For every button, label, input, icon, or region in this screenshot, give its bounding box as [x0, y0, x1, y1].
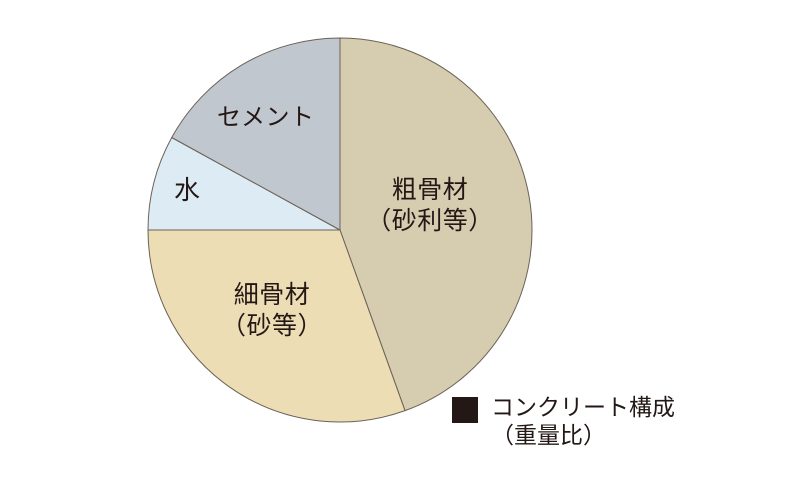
pie-slice-3 — [171, 37, 341, 231]
label-cement: セメント — [217, 102, 315, 133]
legend-square-icon — [452, 397, 478, 423]
label-fine-aggregate: 細骨材 （砂等） — [182, 279, 362, 341]
label-coarse-aggregate-name: 粗骨材 — [391, 175, 469, 204]
pie-slice-0 — [339, 37, 533, 412]
pie-slice-2 — [147, 137, 341, 231]
label-coarse-aggregate-qualifier: （砂利等） — [366, 206, 494, 235]
label-water: 水 — [174, 176, 201, 207]
legend-title: コンクリート構成 — [491, 395, 675, 421]
legend-text: コンクリート構成 （重量比） — [491, 394, 675, 450]
label-cement-name: セメント — [217, 103, 315, 131]
label-coarse-aggregate: 粗骨材 （砂利等） — [340, 174, 520, 236]
label-fine-aggregate-qualifier: （砂等） — [220, 311, 323, 340]
legend-subtitle: （重量比） — [491, 423, 606, 449]
pie-slice-1 — [147, 229, 406, 423]
legend: コンクリート構成 （重量比） — [452, 394, 675, 450]
label-fine-aggregate-name: 細骨材 — [233, 280, 311, 309]
label-water-name: 水 — [174, 176, 201, 206]
